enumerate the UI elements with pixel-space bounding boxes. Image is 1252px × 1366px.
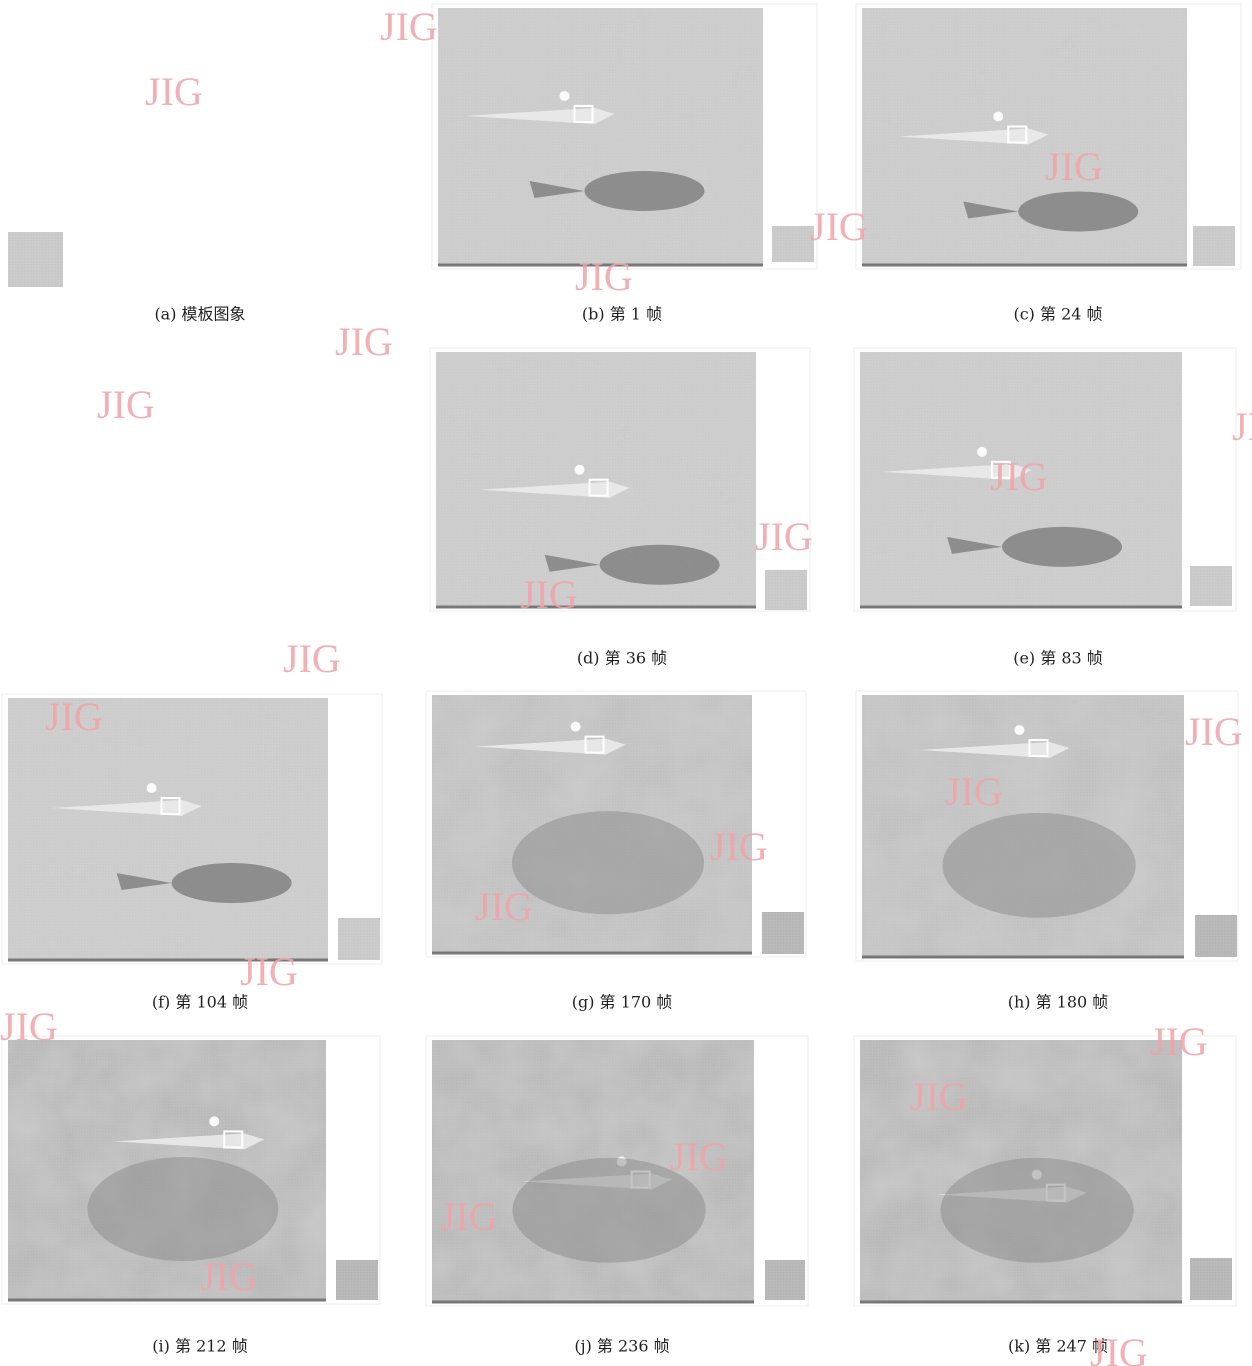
watermark: JIG [475,884,533,929]
page: {"figure": { "panels": [ {"caption": "(a… [0,0,1252,1366]
template-texture [765,1260,805,1300]
helicopter-shadow [1002,527,1122,567]
helicopter-light [993,112,1003,122]
panel-caption: (e) 第 83 帧 [1013,649,1103,668]
template-texture [1193,226,1235,266]
watermark: JIG [945,769,1003,814]
watermark: JIG [810,204,868,249]
watermark: JIG [0,1004,58,1049]
panel-caption: (h) 第 180 帧 [1008,993,1109,1012]
watermark: JIG [200,1254,258,1299]
helicopter-light [560,91,570,101]
template-texture [336,1260,378,1300]
template-texture [1195,915,1237,957]
helicopter-light [977,447,987,457]
figure: (a) 模板图象 (b) 第 1 帧 (c) 第 24 帧 (d) 第 36 帧 (e)… [0,0,1252,1366]
helicopter-light [575,465,585,475]
helicopter-light [1014,725,1024,735]
panel-caption: (c) 第 24 帧 [1013,305,1102,324]
panel-caption: (a) 模板图象 [154,305,245,324]
panel: (i) 第 212 帧 [2,1036,380,1356]
helicopter-shadow [585,171,705,211]
dark-region [512,811,704,914]
helicopter-light [209,1116,219,1126]
panel: (f) 第 104 帧 [2,694,382,1012]
dark-region [87,1157,278,1261]
helicopter-shadow [600,545,720,585]
template-texture [1190,566,1232,606]
watermark: JIG [1150,1019,1208,1064]
panel-caption: (j) 第 236 帧 [574,1337,669,1356]
watermark: JIG [710,824,768,869]
panel-caption: (f) 第 104 帧 [152,993,248,1012]
dark-region [941,1158,1134,1263]
panel-caption: (g) 第 170 帧 [572,993,673,1012]
template-texture [762,912,804,954]
template-texture [765,570,807,610]
panel: (d) 第 36 帧 [430,348,810,668]
helicopter-light [147,783,157,793]
panel: (e) 第 83 帧 [854,348,1236,668]
watermark: JIG [335,319,393,364]
panel-caption: (i) 第 212 帧 [152,1337,247,1356]
watermark: JIG [670,1134,728,1179]
watermark: JIG [97,382,155,427]
watermark: JIG [283,636,341,681]
watermark: JIG [1185,709,1243,754]
template-texture [772,226,814,262]
watermark: JIG [990,454,1048,499]
panel: (h) 第 180 帧 [856,691,1238,1012]
template-texture [338,918,380,960]
watermark: JIG [1045,144,1103,189]
watermark: JIG [45,694,103,739]
panel: (a) 模板图象 [8,232,246,324]
watermark: JIG [520,572,578,617]
watermark: JIG [380,4,438,49]
image-noise [438,8,763,265]
panel-caption: (b) 第 1 帧 [582,305,662,324]
helicopter-light [571,722,581,732]
template-texture [8,232,63,287]
template-texture [1190,1258,1232,1300]
panel-caption: (d) 第 36 帧 [577,649,667,668]
watermark: JIG [440,1194,498,1239]
watermark: JIG [910,1074,968,1119]
helicopter-shadow [172,863,292,903]
watermark: JIG [1232,404,1252,449]
watermark: JIG [240,949,298,994]
watermark: JIG [1090,1330,1148,1366]
watermark: JIG [145,69,203,114]
dark-region [943,813,1136,918]
watermark: JIG [755,514,813,559]
watermark: JIG [575,254,633,299]
helicopter-shadow [1018,192,1138,232]
